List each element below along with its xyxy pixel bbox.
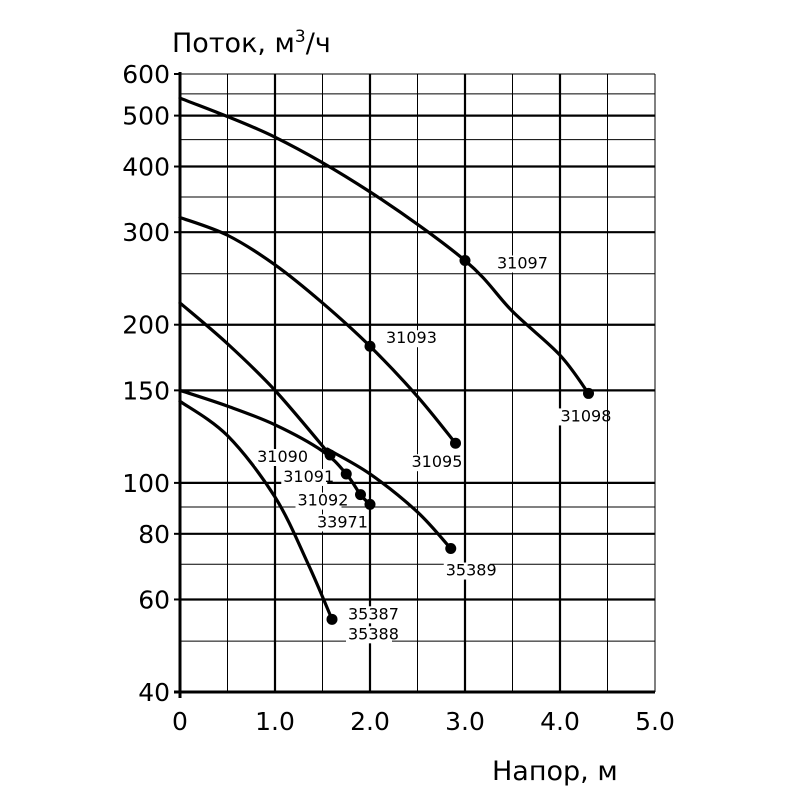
x-tick-label: 3.0	[445, 707, 485, 736]
marker-35389	[445, 543, 457, 555]
curves	[178, 96, 591, 621]
label-bg-35388	[346, 626, 392, 644]
curve-31097-31098	[178, 96, 591, 396]
x-tick-label: 5.0	[635, 707, 675, 736]
label-bg-31098	[558, 408, 605, 426]
marker-31093	[364, 340, 376, 352]
label-bg-31093	[384, 330, 430, 348]
curve-31090	[178, 301, 332, 457]
marker-35387	[326, 613, 338, 625]
label-31092: 31092	[298, 491, 349, 510]
x-tick-label: 2.0	[350, 707, 390, 736]
y-axis-title-unit: /ч	[306, 28, 331, 59]
label-35387: 35387	[348, 604, 399, 623]
y-axis-title-text: Поток, м	[172, 28, 295, 59]
curve-35389	[325, 447, 453, 551]
label-31093: 31093	[386, 328, 437, 347]
x-tick-label: 1.0	[255, 707, 295, 736]
marker-31091	[340, 468, 352, 480]
label-31095: 31095	[412, 452, 463, 471]
curve-35387-35388	[178, 399, 334, 621]
marker-31095	[450, 437, 461, 449]
label-bg-31090	[255, 449, 302, 467]
tick-labels: 40 60 80 100 150 200 300 400 500 600 0 1.0 2.0 3.0 4.0…	[122, 60, 675, 736]
marker-31098	[583, 387, 594, 399]
y-axis-title: Поток, м3/ч	[172, 27, 331, 59]
label-31098: 31098	[561, 406, 612, 425]
y-tick-label: 200	[122, 311, 170, 340]
label-35388: 35388	[348, 624, 399, 643]
label-bg-31097	[495, 255, 541, 273]
label-31090: 31090	[257, 447, 308, 466]
y-tick-label: 150	[122, 376, 170, 405]
x-tick-label: 0	[172, 707, 188, 736]
y-tick-label: 80	[138, 520, 170, 549]
marker-31090	[324, 449, 336, 461]
marker-31092	[355, 489, 366, 501]
y-tick-label: 100	[122, 469, 170, 498]
x-axis-title: Напор, м	[492, 756, 618, 787]
label-bg-33971	[315, 514, 361, 532]
y-tick-label: 400	[122, 153, 170, 182]
label-33971: 33971	[317, 512, 368, 531]
grid	[180, 73, 656, 692]
y-tick-label: 500	[122, 102, 170, 131]
marker-33971	[364, 498, 376, 510]
label-31091: 31091	[283, 467, 334, 486]
markers	[324, 254, 594, 625]
y-tick-label: 40	[138, 678, 170, 707]
y-tick-label: 60	[138, 585, 170, 614]
x-tick-label: 4.0	[540, 707, 580, 736]
label-bg-35389	[443, 562, 490, 580]
label-bg-35387	[346, 606, 392, 624]
y-axis-title-sup: 3	[295, 27, 306, 47]
label-bg-31092	[295, 492, 342, 510]
label-bg-31095	[409, 454, 456, 472]
y-tick-label: 300	[122, 218, 170, 247]
y-tick-label: 600	[122, 60, 170, 89]
curve-31093-31095	[178, 215, 458, 445]
label-35389: 35389	[446, 561, 497, 580]
label-bg-31091	[281, 468, 328, 486]
label-31097: 31097	[497, 253, 548, 272]
axes	[174, 72, 655, 698]
marker-31097	[459, 254, 471, 266]
